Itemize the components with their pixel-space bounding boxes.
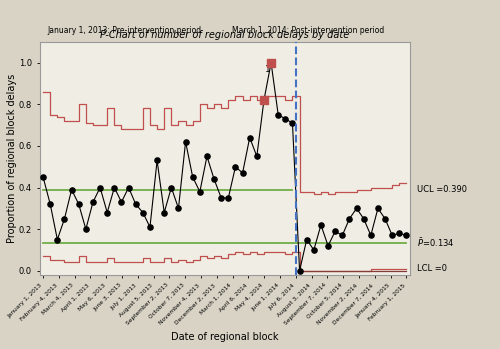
Point	[317, 222, 325, 228]
Point	[54, 237, 62, 242]
Text: January 1, 2013: Pre-intervention period: January 1, 2013: Pre-intervention period	[47, 26, 201, 35]
Point	[110, 185, 118, 190]
Point	[132, 201, 140, 207]
Point	[203, 154, 211, 159]
Text: $\bar{P}$=0.134: $\bar{P}$=0.134	[418, 237, 455, 249]
Point	[338, 232, 346, 238]
Point	[396, 231, 404, 236]
Point	[160, 210, 168, 215]
Point	[232, 164, 239, 170]
Point	[246, 135, 254, 140]
Point	[360, 216, 368, 222]
Point	[96, 185, 104, 190]
Point	[310, 247, 318, 253]
Point	[352, 206, 360, 211]
Point	[174, 206, 182, 211]
Point	[146, 224, 154, 230]
Point	[224, 195, 232, 201]
Point	[60, 216, 68, 222]
Text: March 1, 2014: Post-intervention period: March 1, 2014: Post-intervention period	[232, 26, 384, 35]
Point	[89, 199, 97, 205]
Point	[367, 232, 375, 238]
Point	[324, 243, 332, 248]
Point	[39, 174, 47, 180]
Point	[253, 154, 261, 159]
Text: 1: 1	[266, 65, 271, 74]
Point	[217, 195, 225, 201]
Point	[168, 185, 175, 190]
Point	[188, 174, 196, 180]
Point	[267, 60, 275, 66]
Point	[282, 116, 290, 122]
Point	[402, 232, 410, 238]
Point	[139, 210, 147, 215]
Point	[103, 210, 111, 215]
Title: P-Chart of number of regional block delays by date: P-Chart of number of regional block dela…	[100, 30, 350, 40]
Text: LCL =0: LCL =0	[418, 264, 448, 273]
Point	[46, 201, 54, 207]
Point	[260, 97, 268, 103]
Point	[274, 112, 282, 118]
Y-axis label: Proportion of regional block delays: Proportion of regional block delays	[8, 74, 18, 243]
Point	[302, 237, 310, 242]
Point	[296, 268, 304, 274]
X-axis label: Date of regional block: Date of regional block	[171, 332, 278, 342]
Point	[74, 201, 82, 207]
Point	[124, 185, 132, 190]
Point	[182, 139, 190, 144]
Point	[196, 189, 204, 194]
Point	[288, 120, 296, 126]
Point	[153, 158, 161, 163]
Point	[346, 216, 354, 222]
Text: UCL =0.390: UCL =0.390	[418, 185, 468, 194]
Point	[118, 199, 126, 205]
Point	[331, 229, 339, 234]
Point	[210, 177, 218, 182]
Point	[68, 187, 76, 192]
Point	[82, 227, 90, 232]
Point	[374, 206, 382, 211]
Point	[388, 232, 396, 238]
Point	[238, 170, 246, 176]
Point	[381, 216, 389, 222]
